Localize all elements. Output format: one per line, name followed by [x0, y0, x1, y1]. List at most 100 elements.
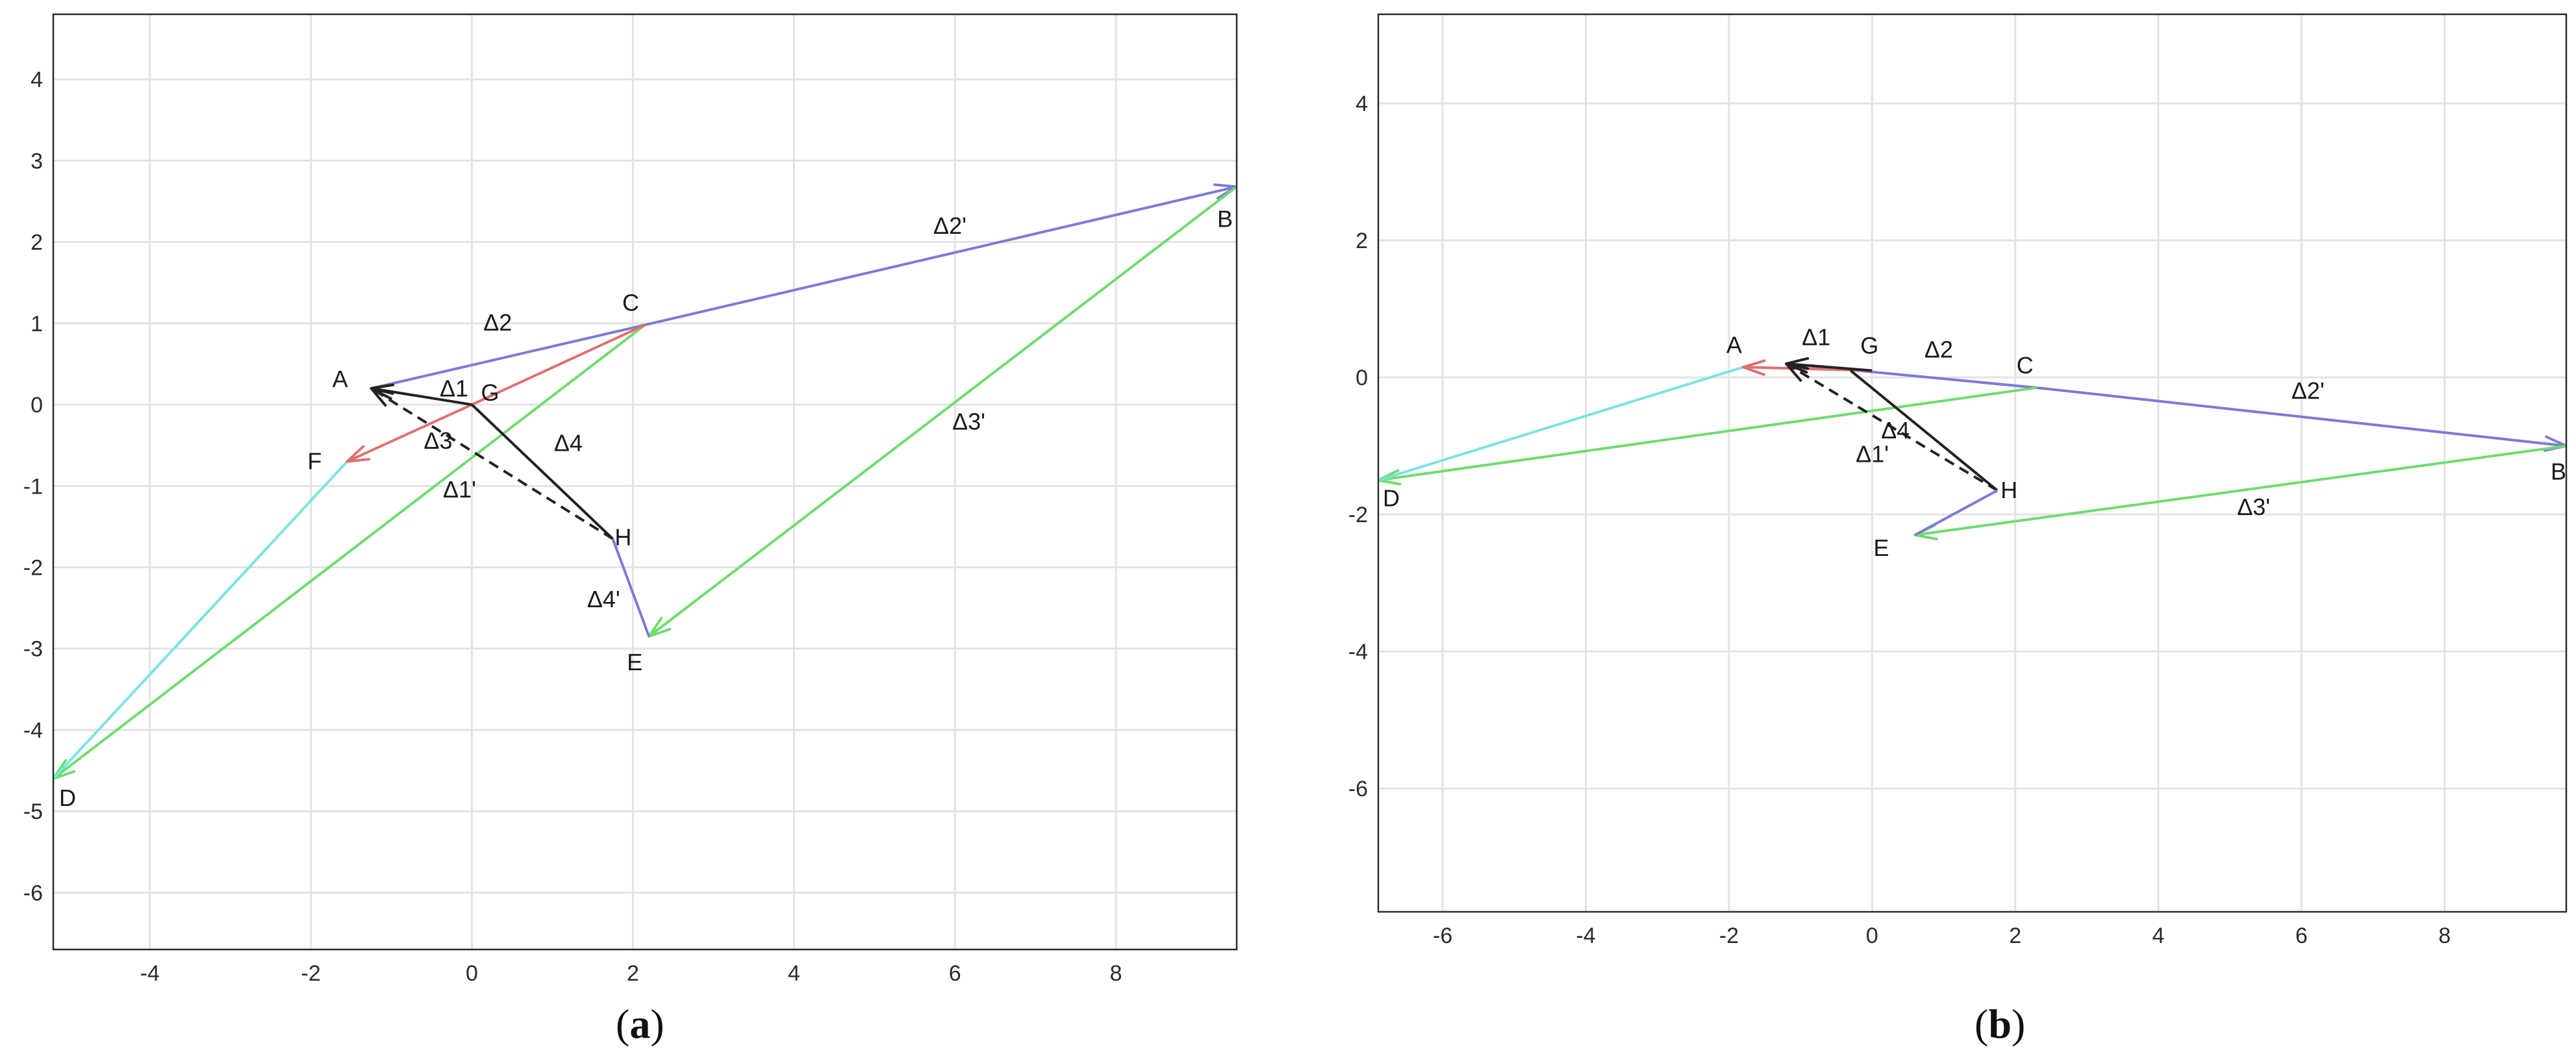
caption-a-close: ) [650, 1001, 664, 1047]
point-label: C [2017, 352, 2034, 379]
vector-line [371, 387, 472, 407]
y-tick-label: -3 [23, 637, 43, 662]
y-tick-label: 2 [31, 231, 43, 255]
vector-line [53, 323, 646, 780]
vector-line [1786, 362, 1999, 492]
y-tick-label: -6 [1348, 777, 1368, 801]
vector-arrowhead [1213, 183, 1237, 200]
vector-line [471, 323, 646, 406]
y-tick-label: -6 [23, 881, 43, 905]
grid-lines-a [53, 14, 1237, 949]
y-tick-label: -4 [1348, 640, 1368, 664]
x-tick-label: 0 [466, 961, 478, 986]
panel-caption-b: (b) [1975, 1000, 2025, 1048]
x-tick-label: 2 [627, 961, 639, 986]
vector-arrowhead [1378, 469, 1402, 486]
vector-line [370, 387, 614, 540]
vector-line [346, 403, 473, 463]
plot-frame-b [1377, 13, 2568, 913]
vector-label: Δ3 [423, 427, 452, 454]
vector-arrowhead [370, 387, 394, 407]
vector-arrowhead [346, 445, 371, 463]
vector-line [371, 323, 646, 390]
caption-b-open: ( [1975, 1001, 1989, 1047]
x-tick-label: 8 [2438, 924, 2451, 948]
vector-arrowhead [1785, 362, 1810, 382]
point-label: C [622, 289, 639, 316]
vector-line [53, 460, 348, 780]
vector-label: Δ1' [1856, 441, 1889, 468]
vector-arrowhead [53, 759, 76, 781]
vector-label: Δ2' [2292, 377, 2325, 404]
x-tick-label: -4 [1576, 924, 1595, 948]
point-label: B [2551, 459, 2566, 485]
x-tick-label: 6 [2295, 924, 2308, 948]
point-label: H [614, 524, 631, 551]
point-label: D [59, 785, 76, 811]
vector-line [1914, 489, 1999, 536]
vector-line [644, 185, 1237, 327]
x-tick-label: -2 [1719, 924, 1739, 948]
point-label: G [1860, 333, 1878, 359]
vector-label: Δ3' [2237, 494, 2270, 520]
caption-b-close: ) [2011, 1001, 2026, 1047]
point-label: G [481, 379, 499, 406]
caption-a-open: ( [616, 1001, 630, 1047]
point-label: E [627, 649, 642, 675]
point-label: A [333, 366, 348, 392]
labels-a: -4 -2 0 2 4 6 8 -6 -5 -4 -3 -2 -1 0 1 2 3 4 Δ2 Δ2' Δ3' Δ3 Δ1 Δ4… [23, 68, 1233, 986]
vector-label: Δ1' [443, 476, 476, 503]
y-tick-label: 4 [1356, 92, 1368, 116]
vector-label: Δ2' [933, 212, 966, 239]
vector-line [1786, 362, 1873, 372]
vector-line [1378, 386, 2037, 482]
vector-line [611, 538, 651, 637]
vector-line [1849, 370, 1999, 492]
y-tick-label: -2 [1348, 503, 1368, 527]
vector-label: Δ2 [483, 309, 512, 336]
x-tick-label: 6 [949, 961, 961, 986]
vector-label: Δ4' [587, 586, 620, 612]
vector-line [2036, 386, 2566, 447]
vector-line [1378, 366, 1744, 482]
y-tick-label: 1 [31, 312, 43, 336]
grid-lines-b [1378, 14, 2566, 912]
point-label: D [1383, 484, 1400, 511]
y-tick-label: -4 [23, 718, 43, 743]
vector-line [471, 403, 614, 540]
vector-line [1915, 444, 2566, 536]
vector-line [648, 185, 1237, 638]
x-tick-label: 4 [2153, 924, 2165, 948]
point-label: F [307, 448, 322, 475]
chart-panel-a: -4 -2 0 2 4 6 8 -6 -5 -4 -3 -2 -1 0 1 2 3 4 Δ2 Δ2' Δ3' Δ3 Δ1 Δ4… [23, 13, 1238, 986]
x-tick-label: 2 [2009, 924, 2021, 948]
vector-label: Δ4 [554, 429, 583, 456]
vectors-b [1378, 357, 2566, 540]
x-tick-label: -2 [301, 961, 321, 986]
point-label: E [1873, 534, 1889, 561]
y-tick-label: -5 [23, 799, 43, 824]
caption-a-letter: a [629, 1001, 651, 1047]
y-tick-label: -2 [23, 555, 43, 580]
point-label: A [1726, 331, 1742, 358]
x-tick-label: -6 [1433, 924, 1452, 948]
y-tick-label: 2 [1356, 229, 1368, 253]
y-tick-label: 0 [31, 393, 43, 418]
x-tick-label: 4 [788, 961, 800, 986]
point-label: B [1217, 205, 1233, 232]
y-tick-label: -1 [23, 474, 43, 499]
vector-label: Δ1 [1802, 323, 1830, 350]
caption-b-letter: b [1988, 1001, 2012, 1047]
vector-arrowhead [1741, 359, 1766, 376]
point-label: H [2001, 477, 2017, 503]
y-tick-label: 0 [1356, 366, 1368, 390]
panel-caption-a: (a) [616, 1000, 664, 1048]
y-tick-label: 4 [31, 68, 43, 92]
vectors-a [53, 183, 1237, 781]
vector-label: Δ4 [1881, 417, 1910, 444]
y-tick-label: 3 [31, 149, 43, 173]
vector-label: Δ2 [1925, 336, 1953, 362]
